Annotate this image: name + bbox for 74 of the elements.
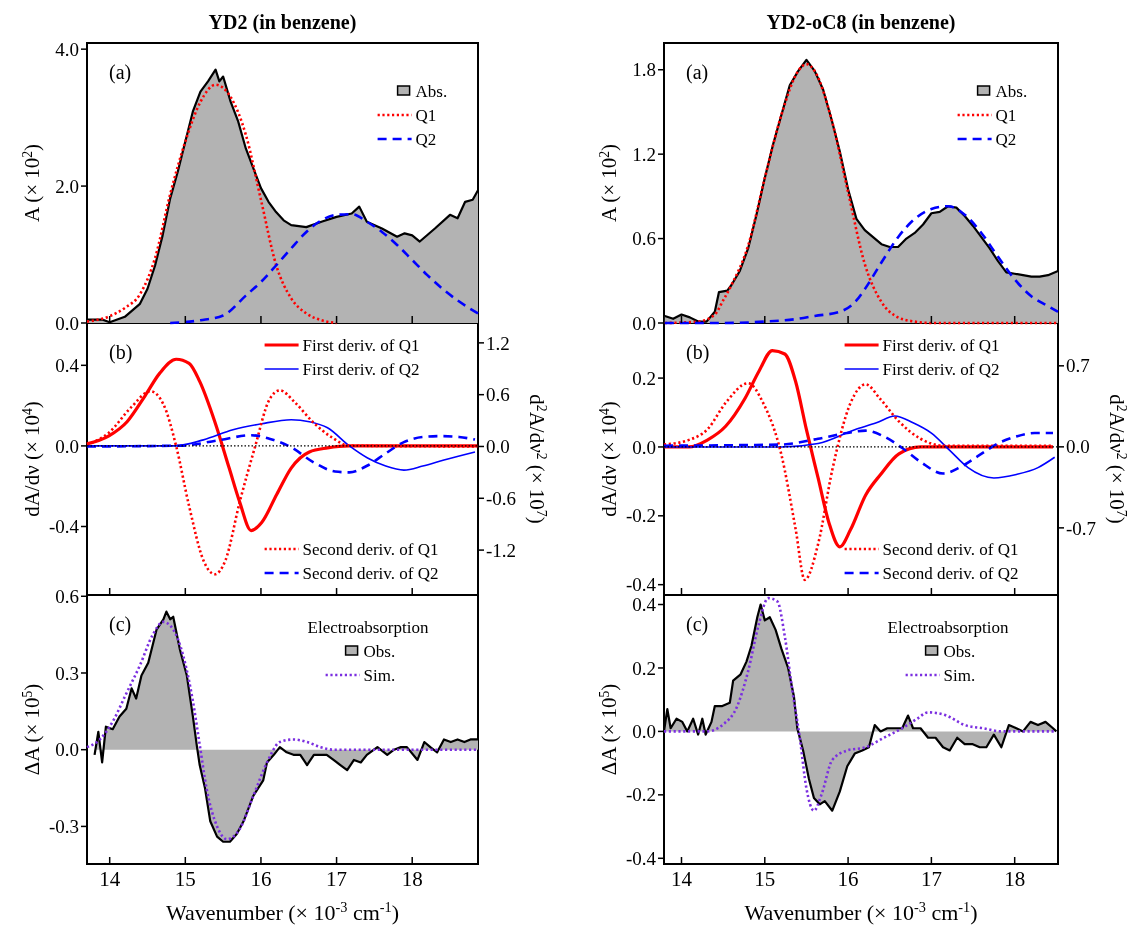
y-tick-label: -0.4 [625, 847, 657, 869]
y-tick-label: 0.4 [632, 594, 657, 616]
legend-label: Second deriv. of Q1 [302, 539, 439, 559]
y-tick-label: 0.4 [55, 354, 80, 376]
annotation: (b) [686, 341, 710, 364]
legend-label: Sim. [943, 665, 976, 685]
y-tick-label: 0.0 [55, 739, 79, 761]
y-tick-label: 0.2 [632, 367, 656, 389]
legend-label: Obs. [943, 641, 976, 661]
y-tick-label: 0.0 [55, 312, 79, 334]
legend-label: First deriv. of Q1 [302, 335, 420, 355]
legend-label: Abs. [995, 81, 1028, 101]
y2-tick-label: 1.2 [486, 332, 510, 354]
legend-label: Abs. [415, 81, 448, 101]
x-axis-title: Wavenumber (× 10$^{-3}$ cm$^{-1}$) [744, 899, 978, 925]
chart-title: YD2 (in benzene) [208, 11, 357, 34]
y2-tick-label: -1.2 [486, 539, 517, 561]
x-tick-label: 18 [1004, 867, 1026, 891]
y-tick-label: -0.2 [625, 784, 656, 806]
legend-title: Electroabsorption [887, 617, 1009, 637]
x-tick-label: 14 [670, 867, 693, 891]
y-tick-label: 4.0 [55, 38, 79, 60]
chart-title: YD2-oC8 (in benzene) [766, 11, 956, 34]
y-tick-label: 0.0 [632, 436, 656, 458]
y-tick-label: 0.0 [632, 721, 656, 743]
y-tick-label: 0.3 [55, 662, 79, 684]
y2-tick-label: 0.7 [1066, 355, 1090, 377]
annotation: (c) [109, 613, 132, 636]
legend-label: Sim. [363, 665, 396, 685]
y2-tick-label: -0.7 [1066, 517, 1097, 539]
annotation: (a) [686, 61, 709, 84]
x-tick-label: 17 [326, 867, 348, 891]
y-tick-label: 0.0 [632, 312, 656, 334]
x-axis-title: Wavenumber (× 10$^{-3}$ cm$^{-1}$) [165, 899, 400, 925]
x-tick-label: 14 [99, 867, 121, 891]
legend-label: Second deriv. of Q2 [882, 563, 1019, 583]
x-tick-label: 15 [174, 867, 196, 891]
legend-label: Second deriv. of Q2 [302, 563, 439, 583]
line-series [85, 83, 338, 325]
x-tick-label: 15 [754, 867, 776, 891]
line-series [168, 212, 480, 325]
legend-label: Q1 [995, 105, 1017, 125]
legend-label: Q2 [995, 129, 1017, 149]
y-tick-label: 0.0 [55, 435, 79, 457]
legend-title: Electroabsorption [307, 617, 429, 637]
legend-label: First deriv. of Q2 [302, 359, 420, 379]
line-series [663, 204, 1060, 325]
y-tick-label: 0.6 [632, 228, 656, 250]
y2-tick-label: 0.0 [1066, 436, 1090, 458]
y-tick-label: 0.6 [55, 585, 79, 607]
y-tick-label: -0.3 [48, 816, 79, 838]
legend-label: First deriv. of Q2 [882, 359, 1000, 379]
y-tick-label: 1.8 [632, 59, 656, 81]
x-tick-label: 18 [401, 867, 423, 891]
y-tick-label: -0.4 [625, 574, 657, 596]
y2-tick-label: 0.6 [486, 384, 510, 406]
annotation: (c) [686, 613, 709, 636]
y2-tick-label: -0.6 [486, 487, 517, 509]
legend-label: First deriv. of Q1 [882, 335, 1000, 355]
y-tick-label: -0.2 [625, 505, 656, 527]
y2-tick-label: 0.0 [486, 436, 510, 458]
legend-label: Second deriv. of Q1 [882, 539, 1019, 559]
annotation: (b) [109, 341, 133, 364]
legend-label: Obs. [363, 641, 396, 661]
x-tick-label: 16 [250, 867, 272, 891]
y-tick-label: 0.2 [632, 657, 656, 679]
legend-label: Q2 [415, 129, 437, 149]
x-tick-label: 16 [837, 867, 859, 891]
y-tick-label: -0.4 [48, 516, 80, 538]
y-tick-label: 1.2 [632, 143, 656, 165]
legend-label: Q1 [415, 105, 437, 125]
annotation: (a) [109, 61, 132, 84]
y-tick-label: 2.0 [55, 175, 79, 197]
x-tick-label: 17 [920, 867, 942, 891]
